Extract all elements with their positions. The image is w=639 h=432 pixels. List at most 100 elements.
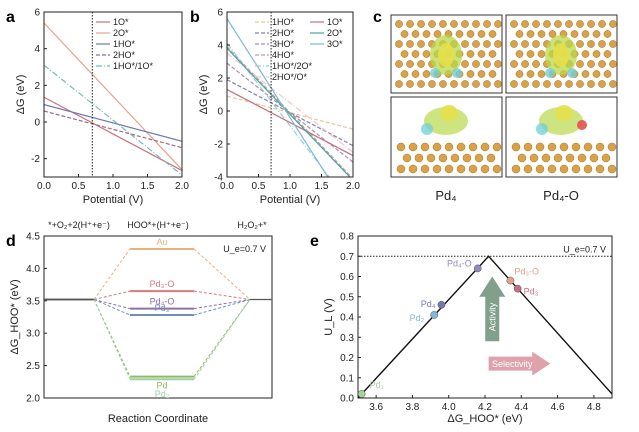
pd-atom: [581, 70, 590, 78]
charge-density-core: [440, 105, 458, 121]
selectivity-label: Selectivity: [492, 359, 533, 369]
pd-atom: [417, 40, 425, 48]
y-tick-label: 2.0: [26, 394, 40, 405]
structure-label-pd4: Pd₄: [435, 188, 456, 203]
pd-atom: [576, 40, 584, 48]
pd-atom: [535, 164, 545, 174]
pd-atom: [456, 164, 466, 174]
point-label-3: Pd₃: [524, 287, 539, 297]
pd-atom: [411, 30, 420, 38]
pd-atom: [432, 142, 442, 152]
pd-atom: [595, 142, 605, 152]
pd-atom: [532, 20, 540, 28]
pd-atom: [461, 60, 469, 68]
pd-atom: [598, 20, 606, 28]
data-point-5: [430, 311, 439, 319]
y-tick-label: 0.8: [340, 232, 354, 243]
pd-atom: [565, 153, 575, 163]
pd-atom: [444, 142, 454, 152]
pd-atom: [400, 30, 409, 38]
pd-atom: [587, 20, 595, 28]
connector-out-3: [193, 299, 251, 310]
pd-atom: [492, 164, 502, 174]
x-tick-label: 2.0: [175, 181, 189, 192]
series-group: [44, 22, 182, 176]
pd-atom: [406, 20, 414, 28]
pd-atom: [494, 20, 502, 28]
pd-atom: [468, 142, 478, 152]
x-tick-label: 4.0: [442, 402, 456, 413]
connector-out-4: [193, 299, 251, 316]
pd-atom: [521, 40, 529, 48]
pd-atom: [494, 60, 502, 68]
x-tick-label: 1.0: [106, 181, 120, 192]
pd-atom: [537, 50, 546, 58]
pd-atom: [607, 164, 617, 174]
x-tick-label: 0.0: [220, 181, 234, 192]
pd-atom: [592, 30, 601, 38]
legend-entry-3: 3HO*: [272, 39, 295, 49]
pd-atom: [565, 80, 573, 88]
pd-atom: [417, 80, 425, 88]
x-tick-label: 3.6: [369, 402, 383, 413]
pd-atom: [400, 50, 409, 58]
pd-atom: [461, 40, 469, 48]
data-point-4: [437, 301, 446, 309]
pd-atom: [406, 60, 414, 68]
pd-atom: [472, 80, 480, 88]
connector-6: [93, 299, 131, 380]
legend-entry-8: 2O*: [327, 28, 343, 38]
y-tick-label: 2.5: [26, 361, 40, 372]
pd-atom: [396, 164, 406, 174]
y-tick-label: 0.6: [340, 272, 354, 283]
x-axis-label: ΔG_HOO* (eV): [447, 413, 522, 425]
x-tick-label: 0.5: [252, 181, 266, 192]
pd-atom: [607, 142, 617, 152]
x-tick-label: 2.0: [346, 181, 360, 192]
connector-4: [93, 299, 131, 316]
x-tick-label: 0.0: [37, 181, 51, 192]
pd-atom: [400, 70, 409, 78]
selectivity-arrow: [488, 351, 551, 376]
pd-atom: [576, 80, 584, 88]
level-label-4: Pd₃: [155, 303, 170, 313]
pd-atom: [420, 142, 430, 152]
y-tick-label: 4: [217, 41, 223, 52]
pd-atom: [592, 70, 601, 78]
connector-2: [93, 290, 131, 300]
y-tick-label: 6: [34, 8, 40, 19]
pd-atom: [537, 30, 546, 38]
legend-entry-6: 2HO*/O*: [272, 72, 308, 82]
pd-atom: [603, 70, 612, 78]
pd-atom: [472, 40, 480, 48]
pd-atom: [515, 50, 524, 58]
charge-depletion-region: [567, 68, 577, 78]
point-label-1: Pd₄-O: [447, 258, 472, 268]
charge-depletion-region: [545, 68, 555, 78]
x-tick-label: 0.5: [72, 181, 86, 192]
data-point-3: [513, 284, 522, 293]
y-tick-label: 0.7: [340, 252, 354, 263]
level-label-5: Pd: [156, 381, 167, 391]
x-axis-label: Potential (V): [83, 194, 144, 206]
pd-atom: [592, 50, 601, 58]
pd-atom: [477, 30, 486, 38]
pd-atom: [559, 164, 569, 174]
pd-atom: [483, 20, 491, 28]
pd-atom: [598, 80, 606, 88]
pd-atom: [609, 80, 617, 88]
structure-panel: Pd₄ Pd₄-O: [390, 14, 618, 203]
pd-atom: [515, 70, 524, 78]
pd-atom: [554, 80, 562, 88]
pd-atom: [395, 40, 403, 48]
structure-label-pd4o: Pd₄-O: [543, 188, 579, 203]
pd-atom: [521, 80, 529, 88]
pd-atom: [581, 50, 590, 58]
y-tick-label: 3.5: [26, 296, 40, 307]
pd-atom: [543, 20, 551, 28]
pd-atom: [532, 60, 540, 68]
pd-atom: [553, 153, 563, 163]
series-line-1: [227, 95, 353, 130]
activity-arrow: [479, 276, 506, 342]
pd-atom: [543, 80, 551, 88]
